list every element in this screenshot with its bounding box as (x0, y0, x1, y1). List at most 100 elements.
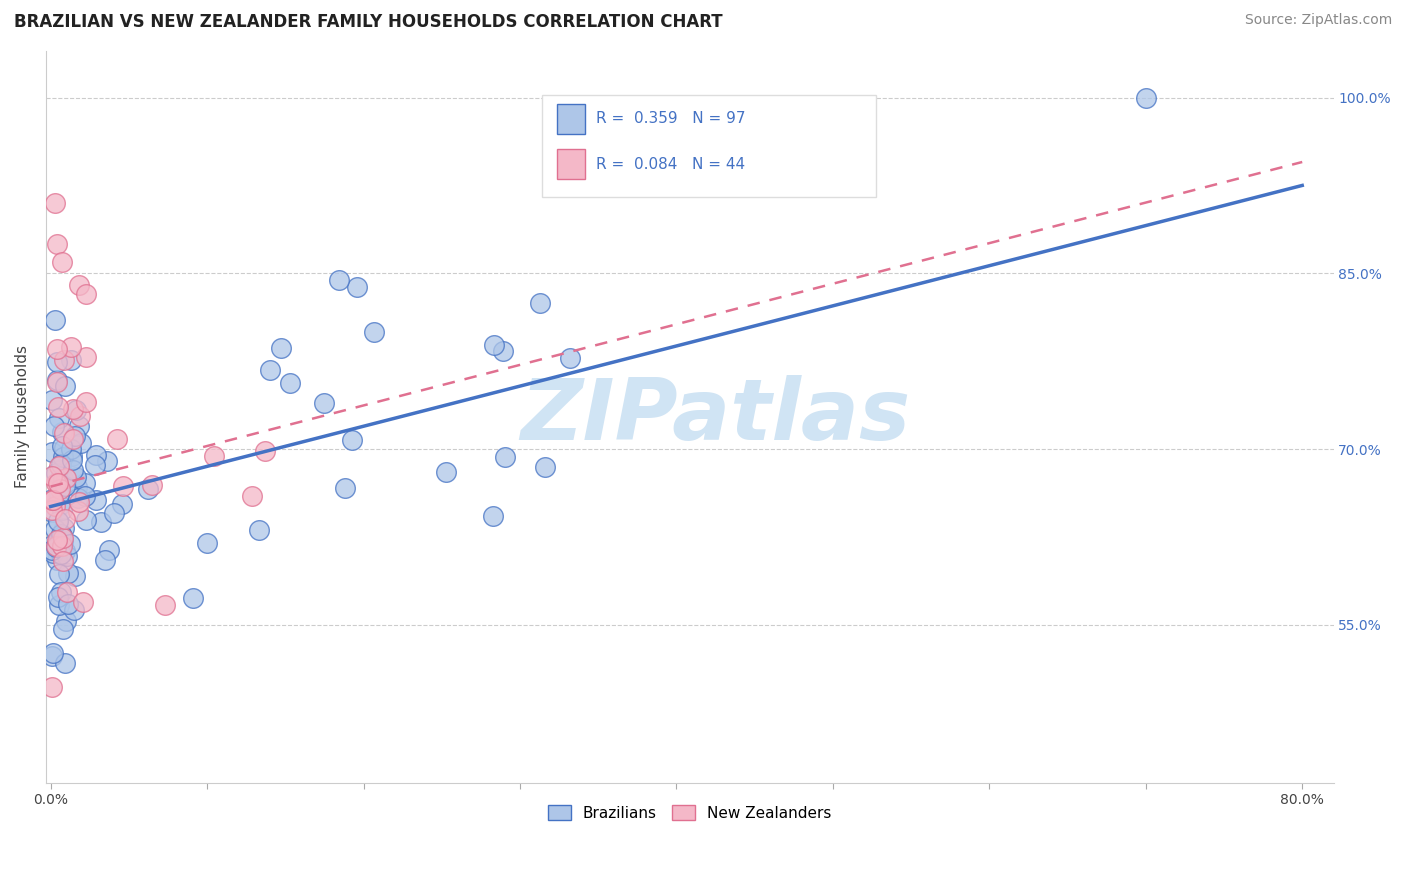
Point (103, 506, 125, 520)
Point (51, 425, 73, 440)
Point (41, 649, 63, 664)
Point (53, 479, 76, 493)
Point (253, 443, 276, 458)
Point (51, 439, 73, 453)
Point (1135, 90, 1157, 104)
Point (52, 531, 75, 545)
Point (45, 541, 67, 555)
Point (558, 351, 581, 365)
Point (46, 533, 69, 548)
Point (52, 472, 75, 486)
Point (312, 395, 335, 409)
Point (52, 623, 75, 637)
Text: R =  0.359   N = 97: R = 0.359 N = 97 (596, 112, 745, 127)
Point (48, 486, 70, 500)
Point (434, 465, 457, 479)
Point (202, 449, 225, 463)
Point (278, 376, 301, 390)
Bar (557, 104, 585, 134)
Point (56, 566, 79, 580)
Point (53, 544, 76, 558)
Point (84, 458, 107, 473)
Point (41, 491, 63, 506)
Text: R =  0.084   N = 44: R = 0.084 N = 44 (596, 157, 745, 171)
Point (62, 432, 84, 446)
Point (67, 504, 90, 518)
Point (53, 656, 76, 670)
Point (48, 599, 70, 613)
Point (55, 549, 77, 563)
Point (67, 418, 90, 433)
Point (52, 442, 75, 456)
Point (56, 585, 79, 599)
Point (90, 515, 112, 529)
Y-axis label: Family Households: Family Households (15, 345, 30, 488)
Point (111, 478, 134, 492)
Point (46, 553, 69, 567)
Point (46, 475, 69, 490)
Point (84, 492, 107, 507)
Point (482, 338, 505, 352)
Point (41, 469, 63, 483)
Point (51, 254, 73, 268)
Point (49, 526, 72, 541)
Point (49, 483, 72, 497)
Point (66, 480, 89, 494)
Legend: Brazilians, New Zealanders: Brazilians, New Zealanders (541, 798, 838, 827)
Point (340, 433, 363, 447)
Point (52, 450, 75, 464)
Point (75, 350, 97, 364)
Point (63, 569, 86, 583)
Point (195, 535, 218, 549)
Point (75, 287, 97, 301)
Point (45, 475, 67, 490)
Point (333, 481, 356, 495)
Point (48, 566, 70, 581)
Point (247, 523, 270, 537)
Point (51, 502, 73, 516)
Point (53, 379, 76, 393)
Point (65, 403, 87, 417)
Point (529, 295, 551, 310)
Point (60, 353, 83, 368)
Point (41, 392, 63, 407)
Point (65, 469, 87, 483)
Point (240, 489, 263, 503)
Point (75, 394, 97, 409)
Point (55, 471, 77, 485)
Point (51, 528, 73, 542)
Point (63, 429, 86, 443)
Point (46, 590, 69, 604)
Point (51, 534, 73, 549)
Point (73, 475, 96, 490)
Point (49, 457, 72, 471)
Point (62, 463, 84, 477)
Point (46, 533, 69, 547)
Point (56, 597, 79, 611)
Point (41, 492, 63, 507)
Point (346, 280, 368, 294)
Point (44, 419, 66, 434)
Point (45, 237, 67, 252)
Point (42, 545, 65, 559)
Point (51, 539, 73, 553)
Text: ZIPatlas: ZIPatlas (520, 376, 911, 458)
Point (45, 376, 67, 390)
Bar (557, 149, 585, 178)
Point (60, 449, 83, 463)
Point (84, 448, 107, 462)
Point (69, 409, 91, 424)
Point (44, 522, 66, 536)
Point (51, 463, 73, 477)
Point (45, 372, 67, 386)
Point (494, 450, 516, 464)
Point (42, 646, 65, 660)
Point (60, 340, 83, 354)
Point (48, 498, 70, 512)
Point (75, 513, 97, 527)
Point (75, 490, 97, 504)
FancyBboxPatch shape (541, 95, 876, 197)
Point (48, 458, 70, 473)
Point (49, 585, 72, 599)
Point (270, 342, 292, 356)
